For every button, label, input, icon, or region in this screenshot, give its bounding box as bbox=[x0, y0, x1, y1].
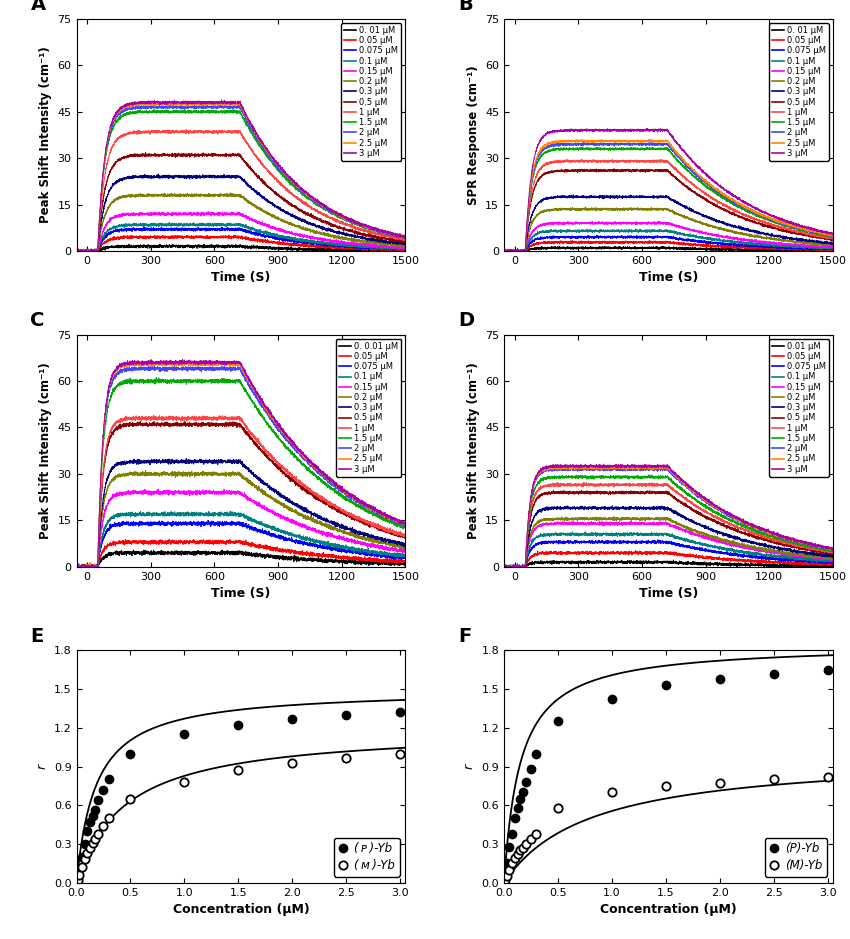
Legend: 0. 0.01 μM, 0.05 μM, 0.075 μM, 0.1 μM, 0.15 μM, 0.2 μM, 0.3 μM, 0.5 μM, 1 μM, 1.: 0. 0.01 μM, 0.05 μM, 0.075 μM, 0.1 μM, 0… bbox=[337, 339, 401, 477]
X-axis label: Time (S): Time (S) bbox=[639, 587, 698, 600]
X-axis label: Time (S): Time (S) bbox=[212, 271, 270, 285]
Text: B: B bbox=[458, 0, 473, 14]
Y-axis label: Peak Shift Intensity (cm⁻¹): Peak Shift Intensity (cm⁻¹) bbox=[39, 362, 52, 539]
Legend: 0. 01 μM, 0.05 μM, 0.075 μM, 0.1 μM, 0.15 μM, 0.2 μM, 0.3 μM, 0.5 μM, 1 μM, 1.5 : 0. 01 μM, 0.05 μM, 0.075 μM, 0.1 μM, 0.1… bbox=[342, 23, 401, 161]
X-axis label: Concentration (μM): Concentration (μM) bbox=[600, 903, 737, 916]
Legend: 0. 01 μM, 0.05 μM, 0.075 μM, 0.1 μM, 0.15 μM, 0.2 μM, 0.3 μM, 0.5 μM, 1 μM, 1.5 : 0. 01 μM, 0.05 μM, 0.075 μM, 0.1 μM, 0.1… bbox=[769, 23, 829, 161]
Text: A: A bbox=[31, 0, 46, 14]
X-axis label: Time (S): Time (S) bbox=[212, 587, 270, 600]
Legend: 0.01 μM, 0.05 μM, 0.075 μM, 0.1 μM, 0.15 μM, 0.2 μM, 0.3 μM, 0.5 μM, 1 μM, 1.5 μ: 0.01 μM, 0.05 μM, 0.075 μM, 0.1 μM, 0.15… bbox=[769, 339, 829, 477]
Y-axis label: r: r bbox=[36, 764, 48, 769]
Text: F: F bbox=[458, 627, 471, 646]
Y-axis label: Peak Shift Intensity (cm⁻¹): Peak Shift Intensity (cm⁻¹) bbox=[467, 362, 479, 539]
Y-axis label: SPR Response (cm⁻¹): SPR Response (cm⁻¹) bbox=[467, 65, 479, 205]
Y-axis label: Peak Shift Intensity (cm⁻¹): Peak Shift Intensity (cm⁻¹) bbox=[39, 47, 52, 223]
X-axis label: Concentration (μM): Concentration (μM) bbox=[173, 903, 309, 916]
Legend: ( ᴘ )-Yb, ( ᴍ )-Yb: ( ᴘ )-Yb, ( ᴍ )-Yb bbox=[334, 838, 400, 877]
Legend: (P)-Yb, (M)-Yb: (P)-Yb, (M)-Yb bbox=[765, 838, 827, 877]
Text: C: C bbox=[31, 311, 45, 330]
X-axis label: Time (S): Time (S) bbox=[639, 271, 698, 285]
Text: E: E bbox=[31, 627, 43, 646]
Text: D: D bbox=[458, 311, 474, 330]
Y-axis label: r: r bbox=[463, 764, 476, 769]
